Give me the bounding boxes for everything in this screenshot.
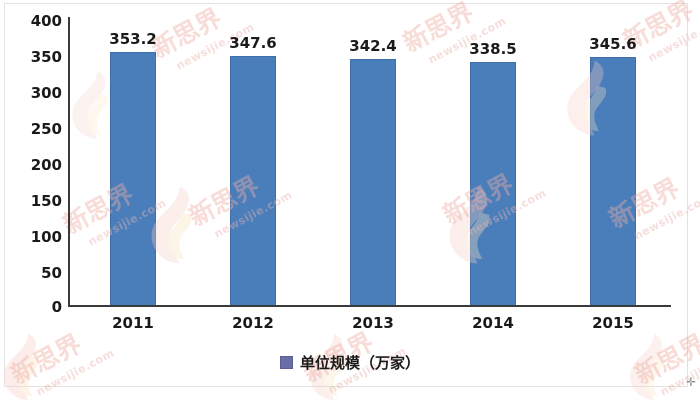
bar-2013[interactable]	[350, 59, 396, 306]
y-tick-label: 300	[30, 84, 62, 102]
y-tick-label: 250	[30, 120, 62, 138]
bar-2012[interactable]	[230, 56, 276, 306]
x-tick-label-2013: 2013	[352, 314, 394, 332]
x-tick-label-2015: 2015	[592, 314, 634, 332]
x-tick-label-2011: 2011	[112, 314, 154, 332]
data-label-2015: 345.6	[589, 35, 637, 53]
bar-2015[interactable]	[590, 57, 636, 306]
data-label-2011: 353.2	[109, 30, 157, 48]
chart-legend: 单位规模（万家）	[0, 352, 700, 373]
x-tick-label-2012: 2012	[232, 314, 274, 332]
resize-handle-icon[interactable]: ✛	[686, 375, 697, 389]
data-label-2012: 347.6	[229, 34, 277, 52]
y-axis-line	[68, 17, 70, 307]
y-tick-label: 50	[41, 264, 62, 282]
legend-item-unit-scale[interactable]: 单位规模（万家）	[279, 352, 420, 373]
legend-color-swatch-icon	[279, 356, 293, 369]
data-label-2014: 338.5	[469, 40, 517, 58]
y-tick-label: 100	[30, 228, 62, 246]
x-axis-line	[68, 305, 671, 307]
plot-area	[68, 18, 670, 306]
bar-2014[interactable]	[470, 62, 516, 306]
bar-2011[interactable]	[110, 52, 156, 306]
legend-item-label: 单位规模（万家）	[299, 354, 420, 372]
y-axis-tick-labels: 400 350 300 250 200 150 100 50 0	[4, 0, 62, 400]
x-tick-label-2014: 2014	[472, 314, 514, 332]
y-tick-label: 350	[30, 48, 62, 66]
y-tick-label: 400	[30, 12, 62, 30]
y-tick-label: 150	[30, 192, 62, 210]
y-tick-label: 200	[30, 156, 62, 174]
data-label-2013: 342.4	[349, 37, 397, 55]
y-tick-label: 0	[51, 298, 62, 316]
